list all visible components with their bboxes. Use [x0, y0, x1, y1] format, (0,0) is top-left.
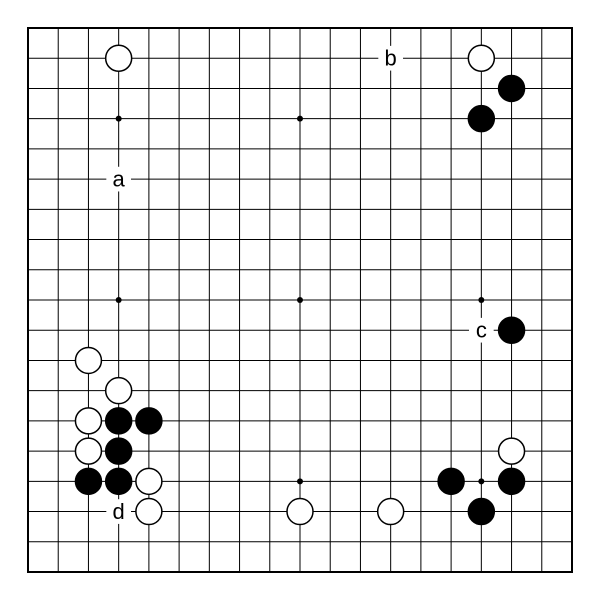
black-stone [499, 317, 525, 343]
black-stone [106, 408, 132, 434]
white-stone [378, 499, 404, 525]
board-label: c [476, 318, 487, 343]
black-stone [106, 438, 132, 464]
white-stone [136, 468, 162, 494]
board-label: d [113, 499, 125, 524]
board-label: a [113, 167, 126, 192]
white-stone [499, 438, 525, 464]
white-stone [75, 347, 101, 373]
black-stone [499, 75, 525, 101]
white-stone [75, 438, 101, 464]
black-stone [136, 408, 162, 434]
go-board-svg: a b c d [0, 0, 600, 600]
black-stone [106, 468, 132, 494]
white-stone [287, 499, 313, 525]
white-stone [136, 499, 162, 525]
black-stone [75, 468, 101, 494]
white-stone [468, 45, 494, 71]
go-board: a b c d [0, 0, 600, 600]
black-stone [438, 468, 464, 494]
board-label: b [385, 46, 397, 71]
white-stone [106, 378, 132, 404]
black-stone [499, 468, 525, 494]
white-stone [106, 45, 132, 71]
black-stone [468, 499, 494, 525]
white-stone [75, 408, 101, 434]
black-stone [468, 106, 494, 132]
